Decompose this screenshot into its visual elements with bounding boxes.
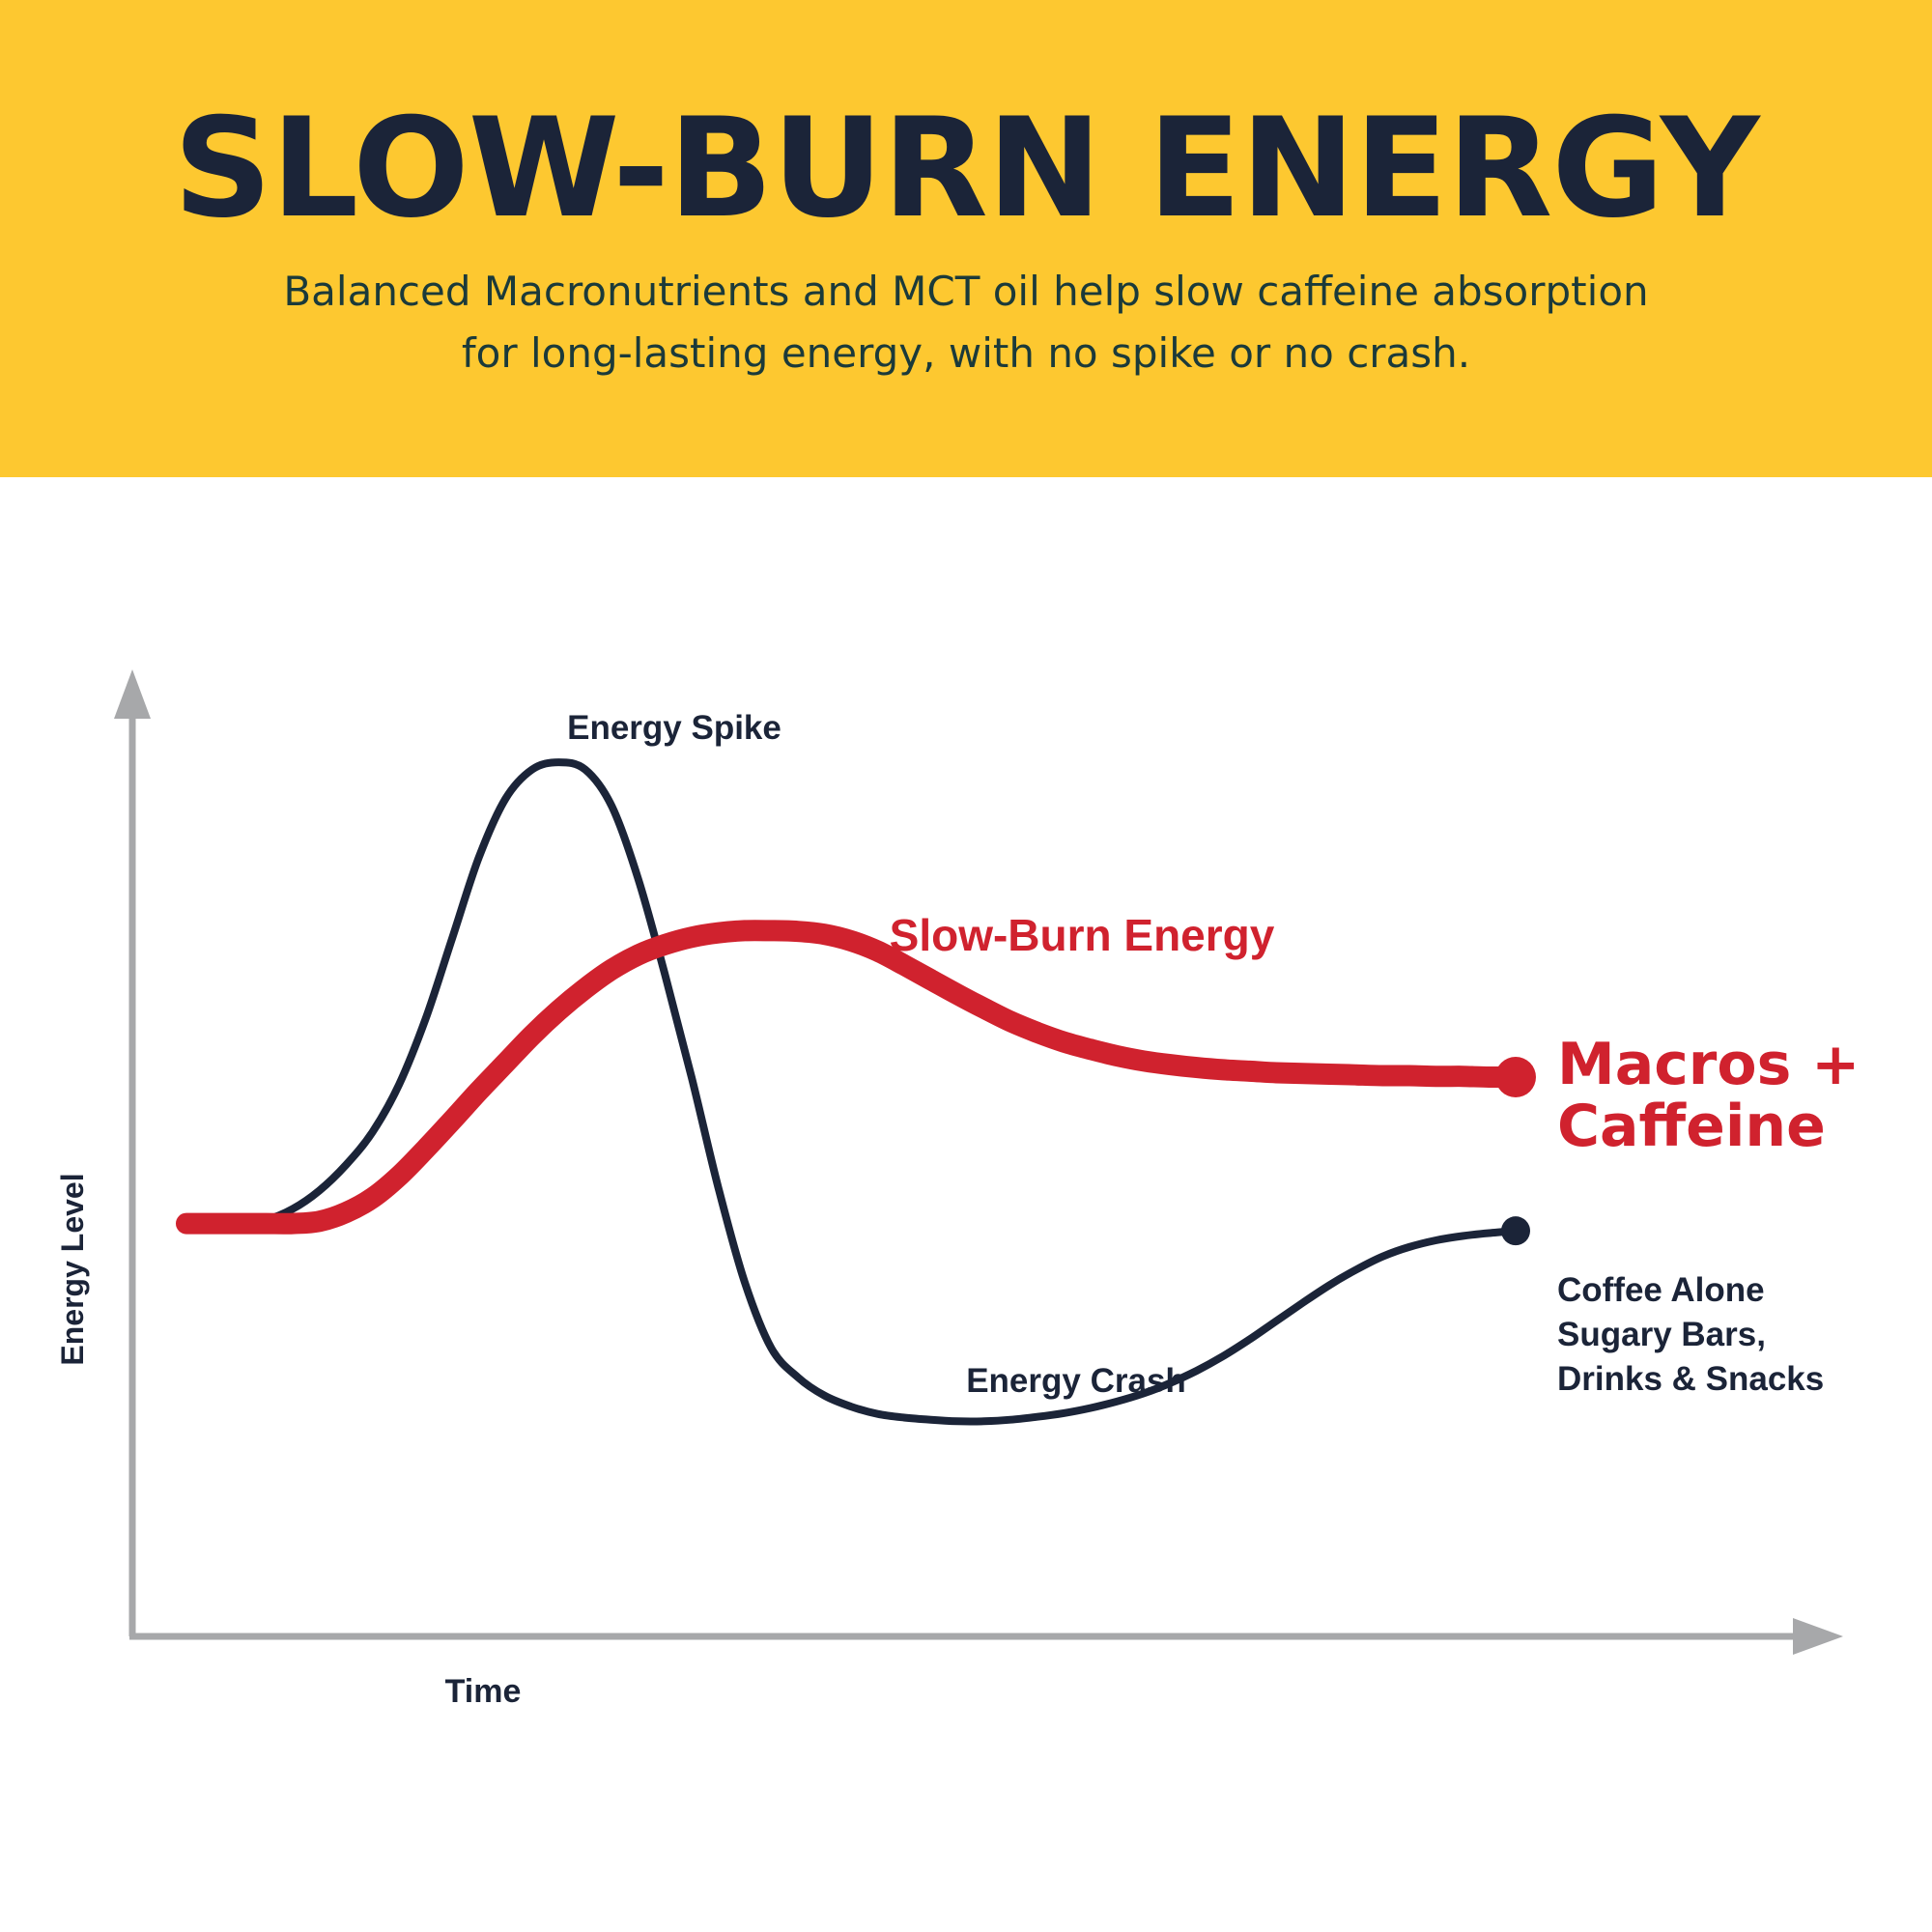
macros-caffeine-line: [176, 920, 1526, 1235]
y-axis-label: Energy Level: [55, 1173, 90, 1365]
header-banner: SLOW-BURN ENERGY Balanced Macronutrients…: [0, 0, 1932, 477]
energy-chart-svg: Energy Level Time Energy Spike Slow-Burn…: [55, 669, 1860, 1710]
page-subtitle: Balanced Macronutrients and MCT oil help…: [283, 268, 1649, 377]
chart-axes: [114, 669, 1843, 1655]
navy-series-end-label-line2: Sugary Bars,: [1557, 1316, 1766, 1353]
series-layer: [176, 758, 1536, 1426]
page-title: SLOW-BURN ENERGY: [173, 89, 1759, 248]
navy-series-end-label-line1: Coffee Alone: [1557, 1271, 1765, 1309]
macros-caffeine-end-point: [1495, 1057, 1536, 1097]
coffee-alone-end-point: [1501, 1216, 1530, 1246]
navy-series-end-label-line3: Drinks & Snacks: [1557, 1360, 1824, 1398]
y-axis-arrow: [114, 669, 151, 719]
red-series-end-label-line1: Macros +: [1557, 1031, 1860, 1098]
slow-burn-annotation: Slow-Burn Energy: [890, 910, 1275, 960]
red-series-end-label-line2: Caffeine: [1557, 1093, 1826, 1160]
energy-crash-annotation: Energy Crash: [966, 1362, 1186, 1400]
x-axis-arrow: [1793, 1618, 1843, 1655]
x-axis-label: Time: [445, 1673, 522, 1710]
energy-chart: Energy Level Time Energy Spike Slow-Burn…: [0, 477, 1932, 1932]
coffee-alone-line: [183, 758, 1520, 1426]
energy-spike-annotation: Energy Spike: [567, 709, 781, 747]
